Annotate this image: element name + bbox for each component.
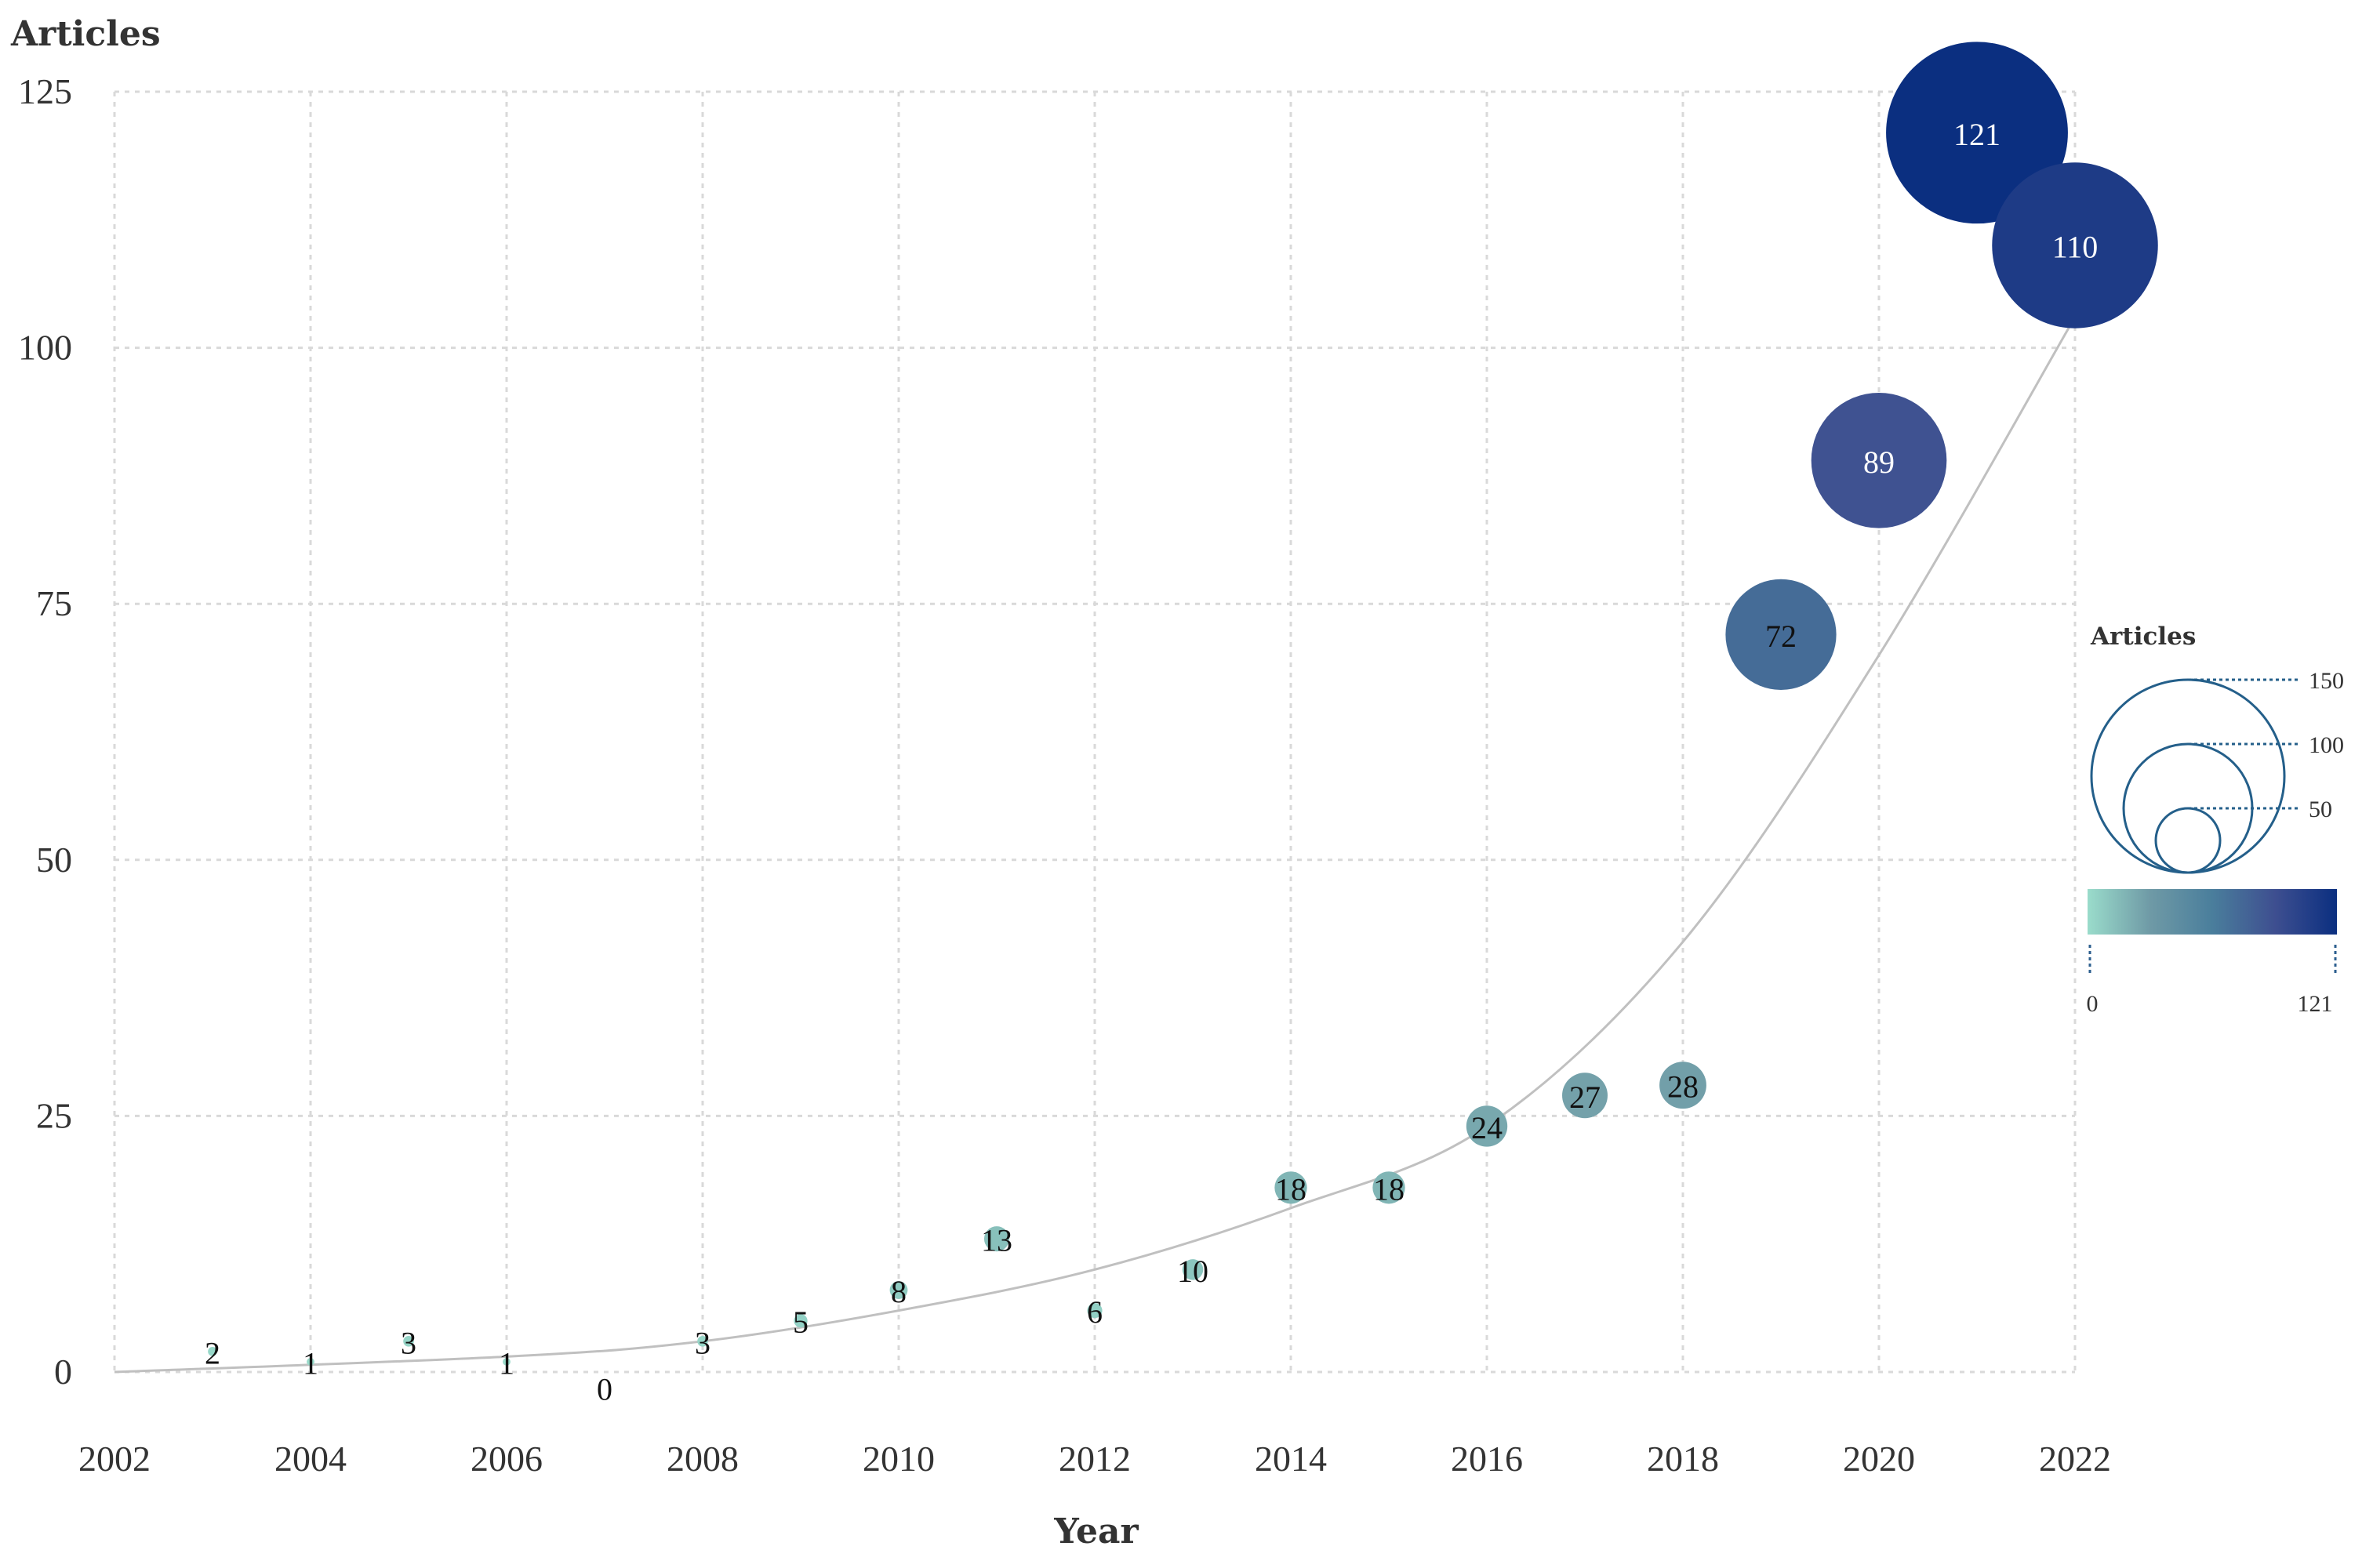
- bubble-value-label: 6: [1087, 1294, 1103, 1330]
- bubble-2021: 121: [1886, 42, 2068, 224]
- bubble-value-label: 5: [793, 1305, 809, 1340]
- bubble-circle: [1274, 1171, 1307, 1204]
- bubble-value-label: 18: [1275, 1171, 1306, 1207]
- y-tick-label: 125: [18, 71, 72, 111]
- bubble-value-label: 28: [1667, 1069, 1699, 1105]
- size-legend-title: Articles: [2090, 622, 2196, 651]
- size-legend-label: 150: [2309, 668, 2344, 694]
- x-tick-label: 2002: [78, 1439, 151, 1479]
- y-tick-label: 75: [36, 583, 72, 623]
- trend-line: [114, 316, 2077, 1374]
- y-tick-label: 25: [36, 1095, 72, 1135]
- bubble-value-label: 3: [695, 1325, 710, 1360]
- y-tick-label: 0: [54, 1352, 72, 1392]
- x-tick-label: 2010: [863, 1439, 935, 1479]
- bubble-circle: [1562, 1073, 1608, 1119]
- y-tick-label: 100: [18, 328, 72, 368]
- bubble-circle: [1659, 1062, 1706, 1109]
- bubble-circle: [1992, 162, 2158, 328]
- bubble-value-label: 1: [303, 1345, 318, 1381]
- x-axis-ticks: 2002 2004 2006 2008 2010 2012 2014 2016 2018 2020…: [78, 1439, 2111, 1479]
- y-axis-ticks: 0 25 50 75 100 125: [18, 71, 72, 1392]
- x-axis-title: Year: [1053, 1512, 1139, 1552]
- bubble-2012: 6: [1087, 1294, 1103, 1330]
- bubble-circle: [983, 1226, 1010, 1252]
- bubble-value-label: 3: [401, 1325, 416, 1360]
- bubble-2010: 8: [889, 1274, 908, 1309]
- bubble-circle: [208, 1347, 217, 1356]
- x-tick-label: 2018: [1647, 1439, 1719, 1479]
- size-legend-label: 50: [2309, 797, 2332, 822]
- y-axis-title: Articles: [10, 14, 161, 54]
- x-tick-label: 2008: [667, 1439, 739, 1479]
- bubble-value-label: 110: [2052, 229, 2099, 264]
- bubble-value-label: 89: [1863, 445, 1895, 480]
- bubble-2009: 5: [793, 1305, 809, 1340]
- y-tick-label: 50: [36, 840, 72, 880]
- bubble-2015: 18: [1372, 1171, 1405, 1207]
- bubble-2003: 2: [205, 1335, 220, 1370]
- bubble-value-label: 10: [1177, 1254, 1208, 1289]
- size-legend-label: 100: [2309, 732, 2344, 758]
- bubble-circle: [1182, 1259, 1204, 1280]
- bubble-2008: 3: [695, 1325, 710, 1360]
- x-tick-label: 2020: [1843, 1439, 1915, 1479]
- bubble-2022: 110: [1992, 162, 2158, 328]
- bubble-2016: 24: [1466, 1105, 1508, 1147]
- color-scale-min-label: 0: [2087, 991, 2099, 1017]
- bubble-2005: 3: [401, 1325, 416, 1360]
- bubble-2018: 28: [1659, 1062, 1706, 1109]
- bubble-value-label: 18: [1373, 1171, 1405, 1207]
- color-scale: 0 121: [2087, 889, 2337, 1017]
- x-tick-label: 2014: [1255, 1439, 1327, 1479]
- bubble-2019: 72: [1725, 579, 1837, 690]
- bubble-value-label: 24: [1471, 1110, 1503, 1145]
- x-tick-label: 2006: [471, 1439, 543, 1479]
- color-scale-bar: [2088, 889, 2337, 935]
- bubble-value-label: 8: [891, 1274, 907, 1309]
- bubble-2013: 10: [1177, 1254, 1208, 1289]
- bubble-value-label: 121: [1953, 117, 2001, 152]
- bubble-value-label: 27: [1569, 1080, 1601, 1115]
- bubble-circle: [889, 1281, 908, 1299]
- bubble-circle: [1372, 1171, 1405, 1204]
- bubble-value-label: 0: [597, 1372, 612, 1407]
- bubble-2006: 1: [499, 1345, 514, 1381]
- bubble-circle: [1811, 392, 1947, 528]
- bubble-circle: [403, 1336, 414, 1347]
- size-legend-circle: [2090, 678, 2286, 874]
- grid: [113, 90, 2077, 1374]
- bubble-circle: [1886, 42, 2068, 224]
- bubble-2004: 1: [303, 1345, 318, 1381]
- bubble-value-label: 2: [205, 1335, 220, 1370]
- bubble-circle: [1725, 579, 1837, 690]
- bubble-value-label: 72: [1765, 619, 1797, 654]
- bubble-circle: [1466, 1105, 1508, 1147]
- bubble-value-label: 13: [981, 1223, 1012, 1258]
- bubble-circle: [307, 1358, 314, 1366]
- bubble-circle: [1087, 1303, 1103, 1319]
- x-tick-label: 2022: [2039, 1439, 2111, 1479]
- x-tick-label: 2016: [1451, 1439, 1523, 1479]
- size-legend-circle: [2154, 807, 2222, 874]
- bubble-2007: 0: [597, 1372, 612, 1407]
- bubble-2020: 89: [1811, 392, 1947, 528]
- size-legend: Articles 150 100 50: [2090, 622, 2344, 874]
- bubble-2014: 18: [1274, 1171, 1307, 1207]
- bubble-circle: [697, 1336, 708, 1347]
- bubble-2011: 13: [981, 1223, 1012, 1258]
- bubble-value-label: 1: [499, 1345, 514, 1381]
- bubble-2017: 27: [1562, 1073, 1608, 1119]
- x-tick-label: 2004: [274, 1439, 347, 1479]
- x-tick-label: 2012: [1059, 1439, 1131, 1479]
- bubble-circle: [794, 1314, 808, 1328]
- color-scale-max-label: 121: [2298, 991, 2333, 1017]
- bubble-circle: [503, 1358, 511, 1366]
